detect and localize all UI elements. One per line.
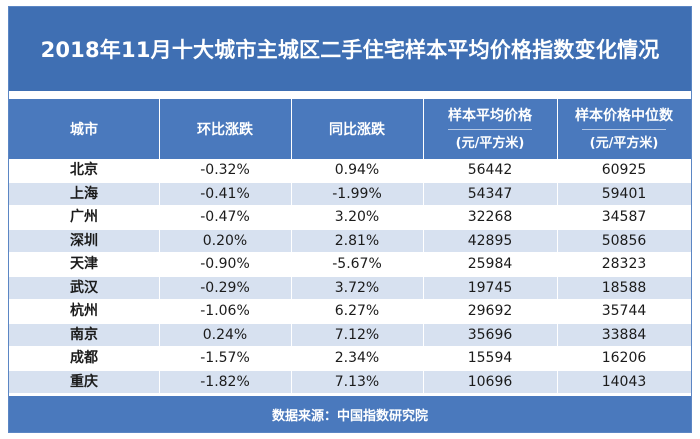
- cell-city: 武汉: [70, 279, 98, 296]
- header-median-price-unit: (元/平方米): [581, 129, 667, 153]
- cell-city: 杭州: [70, 303, 98, 319]
- cell-median-price: 18588: [601, 279, 647, 296]
- cell-yoy: 3.20%: [334, 209, 380, 225]
- cell-yoy: 2.81%: [334, 232, 380, 249]
- cell-median-price: 35744: [601, 303, 647, 319]
- cell-city: 南京: [70, 326, 98, 343]
- cell-median-price: 34587: [601, 209, 647, 225]
- table-row: 天津 -0.90% -5.67% 25984 28323: [9, 253, 691, 277]
- cell-mom: -0.41%: [200, 185, 250, 202]
- cell-avg-price: 56442: [467, 162, 513, 178]
- cell-mom: -0.32%: [200, 162, 250, 178]
- cell-city: 成都: [70, 350, 98, 366]
- cell-mom: 0.20%: [202, 232, 248, 249]
- table-row: 广州 -0.47% 3.20% 32268 34587: [9, 206, 691, 230]
- cell-city: 重庆: [70, 373, 98, 390]
- table-row: 杭州 -1.06% 6.27% 29692 35744: [9, 300, 691, 324]
- cell-median-price: 50856: [601, 232, 647, 249]
- header-avg-price-unit: (元/平方米): [447, 129, 533, 153]
- cell-avg-price: 29692: [467, 303, 513, 319]
- cell-city: 上海: [70, 185, 98, 202]
- cell-mom: -1.06%: [200, 303, 250, 319]
- cell-mom: -0.90%: [200, 256, 250, 272]
- cell-median-price: 14043: [601, 373, 647, 390]
- cell-yoy: 3.72%: [334, 279, 380, 296]
- price-index-table-card: 2018年11月十大城市主城区二手住宅样本平均价格指数变化情况 城市 环比涨跌 …: [8, 6, 692, 433]
- header-avg-price-label: 样本平均价格: [448, 108, 532, 124]
- table-header: 城市 环比涨跌 同比涨跌 样本平均价格 (元/平方米) 样本价格中位数 (元/平…: [9, 99, 691, 159]
- cell-avg-price: 32268: [467, 209, 513, 225]
- cell-yoy: 0.94%: [334, 162, 380, 178]
- cell-city: 北京: [70, 162, 98, 178]
- column-divider: [423, 99, 424, 394]
- cell-city: 深圳: [70, 232, 98, 249]
- table-row: 南京 0.24% 7.12% 35696 33884: [9, 323, 691, 347]
- cell-avg-price: 25984: [467, 256, 513, 272]
- cell-avg-price: 15594: [467, 350, 513, 366]
- table-row: 北京 -0.32% 0.94% 56442 60925: [9, 159, 691, 183]
- table-row: 上海 -0.41% -1.99% 54347 59401: [9, 182, 691, 206]
- cell-median-price: 59401: [601, 185, 647, 202]
- table-row: 成都 -1.57% 2.34% 15594 16206: [9, 347, 691, 371]
- table-row: 武汉 -0.29% 3.72% 19745 18588: [9, 276, 691, 300]
- cell-mom: 0.24%: [202, 326, 248, 343]
- cell-avg-price: 42895: [467, 232, 513, 249]
- cell-city: 广州: [70, 209, 98, 225]
- cell-median-price: 28323: [601, 256, 647, 272]
- header-mom: 环比涨跌: [197, 122, 253, 138]
- table-row: 重庆 -1.82% 7.13% 10696 14043: [9, 370, 691, 394]
- cell-mom: -1.57%: [200, 350, 250, 366]
- data-source-footer: 数据来源：中国指数研究院: [9, 396, 691, 432]
- header-median-price-label: 样本价格中位数: [575, 108, 673, 124]
- header-city: 城市: [70, 122, 98, 138]
- cell-mom: -1.82%: [200, 373, 250, 390]
- cell-avg-price: 35696: [467, 326, 513, 343]
- header-yoy: 同比涨跌: [329, 122, 385, 138]
- cell-median-price: 60925: [601, 162, 647, 178]
- cell-avg-price: 54347: [467, 185, 513, 202]
- cell-yoy: 7.13%: [334, 373, 380, 390]
- table-title: 2018年11月十大城市主城区二手住宅样本平均价格指数变化情况: [9, 7, 691, 91]
- cell-yoy: -1.99%: [332, 185, 382, 202]
- cell-yoy: 2.34%: [334, 350, 380, 366]
- header-median-price: 样本价格中位数 (元/平方米): [557, 99, 691, 159]
- column-divider: [159, 99, 160, 394]
- column-divider: [291, 99, 292, 394]
- column-divider: [557, 99, 558, 394]
- cell-yoy: 7.12%: [334, 326, 380, 343]
- cell-mom: -0.29%: [200, 279, 250, 296]
- cell-avg-price: 10696: [467, 373, 513, 390]
- cell-city: 天津: [70, 256, 98, 272]
- header-avg-price: 样本平均价格 (元/平方米): [423, 99, 557, 159]
- cell-mom: -0.47%: [200, 209, 250, 225]
- cell-median-price: 16206: [601, 350, 647, 366]
- cell-avg-price: 19745: [467, 279, 513, 296]
- table-body: 北京 -0.32% 0.94% 56442 60925 上海 -0.41% -1…: [9, 159, 691, 394]
- cell-median-price: 33884: [601, 326, 647, 343]
- cell-yoy: -5.67%: [332, 256, 382, 272]
- table-row: 深圳 0.20% 2.81% 42895 50856: [9, 229, 691, 253]
- cell-yoy: 6.27%: [334, 303, 380, 319]
